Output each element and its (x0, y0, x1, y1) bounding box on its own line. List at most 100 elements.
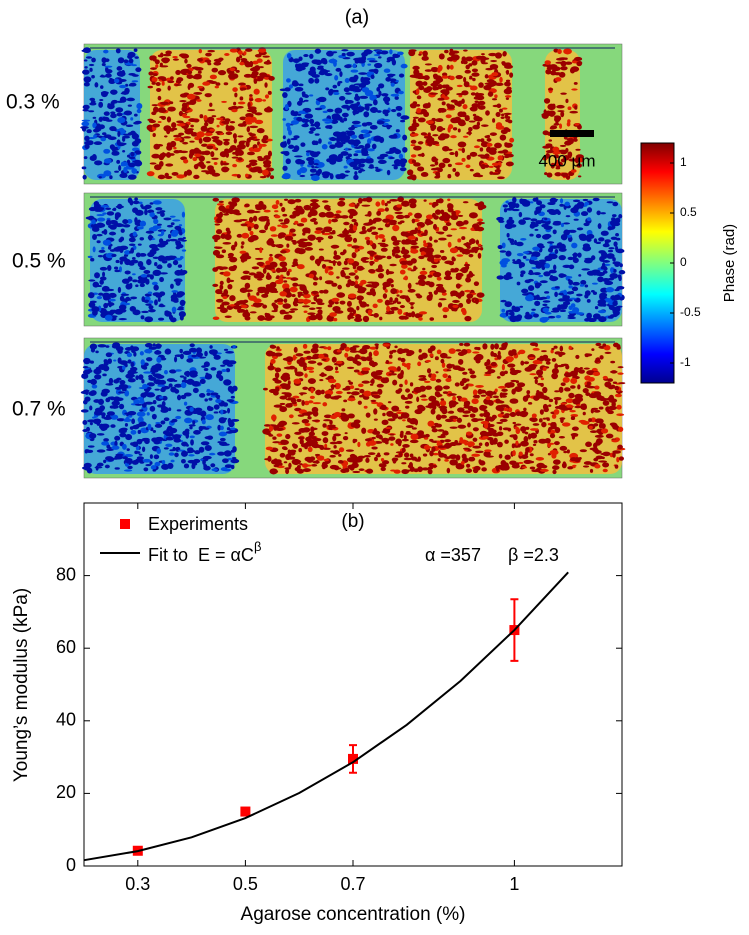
phase-speckle (309, 127, 316, 132)
phase-speckle (396, 204, 403, 208)
phase-speckle (294, 86, 304, 92)
phase-speckle (381, 199, 385, 206)
phase-speckle (216, 217, 223, 224)
phase-speckle (522, 251, 530, 254)
phase-speckle (542, 145, 551, 149)
phase-speckle (552, 459, 561, 465)
phase-speckle (239, 250, 247, 254)
phase-speckle (552, 465, 560, 470)
phase-speckle (263, 387, 268, 391)
phase-speckle (614, 262, 620, 267)
phase-speckle (202, 459, 206, 466)
phase-speckle (246, 127, 250, 132)
phase-speckle (105, 207, 112, 210)
phase-speckle (303, 364, 308, 372)
phase-speckle (556, 104, 565, 109)
phase-speckle (472, 77, 476, 82)
phase-speckle (467, 383, 474, 387)
phase-speckle (286, 456, 296, 460)
phase-speckle (494, 343, 499, 350)
phase-speckle (123, 469, 133, 472)
phase-speckle (82, 69, 90, 75)
phase-speckle (446, 369, 452, 372)
phase-speckle (240, 245, 244, 249)
phase-speckle (157, 54, 163, 58)
phase-speckle (433, 75, 442, 80)
phase-speckle (385, 76, 392, 82)
phase-speckle (150, 67, 157, 70)
phase-speckle (465, 164, 471, 169)
phase-speckle (329, 144, 336, 150)
phase-speckle (229, 67, 236, 72)
phase-speckle (417, 226, 421, 231)
phase-speckle (462, 60, 468, 65)
phase-speckle (547, 201, 556, 206)
phase-speckle (214, 85, 220, 89)
phase-speckle (163, 417, 170, 422)
phase-speckle (82, 369, 91, 375)
phase-speckle (206, 390, 215, 393)
phase-speckle (450, 270, 459, 273)
phase-speckle (166, 144, 173, 151)
phase-speckle (596, 271, 605, 277)
phase-speckle (368, 60, 378, 63)
phase-speckle (346, 356, 355, 362)
phase-speckle (560, 92, 567, 95)
phase-speckle (254, 257, 264, 260)
phase-speckle (143, 269, 151, 274)
phase-speckle (166, 129, 171, 135)
phase-speckle (206, 406, 214, 412)
phase-speckle (553, 72, 562, 76)
phase-speckle (447, 411, 452, 414)
phase-speckle (540, 377, 544, 381)
phase-speckle (220, 292, 227, 295)
phase-speckle (410, 139, 417, 144)
phase-speckle (483, 411, 491, 418)
phase-speckle (406, 297, 411, 303)
phase-speckle (417, 229, 421, 234)
phase-speckle (187, 82, 195, 88)
phase-speckle (492, 354, 498, 357)
phase-speckle (284, 392, 292, 398)
phase-speckle (431, 425, 436, 429)
phase-speckle (457, 119, 466, 126)
phase-speckle (569, 67, 576, 74)
phase-speckle (410, 241, 418, 246)
phase-speckle (424, 69, 433, 72)
phase-speckle (318, 71, 326, 76)
phase-speckle (294, 220, 299, 225)
phase-speckle (520, 360, 525, 366)
phase-speckle (608, 247, 615, 250)
phase-speckle (120, 293, 130, 296)
phase-speckle (247, 277, 251, 281)
phase-speckle (157, 120, 162, 124)
phase-speckle (387, 73, 394, 78)
phase-speckle (304, 373, 308, 378)
phase-speckle (136, 411, 146, 417)
phase-speckle (238, 82, 246, 86)
phase-speckle (83, 59, 88, 62)
phase-speckle (542, 300, 551, 303)
phase-speckle (560, 158, 567, 163)
phase-speckle (302, 227, 311, 234)
phase-speckle (562, 294, 568, 300)
phase-speckle (555, 314, 562, 319)
phase-speckle (111, 150, 120, 156)
phase-speckle (106, 411, 115, 416)
phase-speckle (309, 66, 316, 73)
phase-speckle (247, 226, 252, 232)
phase-speckle (162, 53, 172, 57)
phase-speckle (422, 453, 428, 457)
phase-speckle (276, 275, 280, 279)
phase-speckle (534, 228, 539, 231)
phase-speckle (394, 211, 403, 215)
phase-speckle (133, 399, 141, 405)
phase-speckle (117, 286, 122, 294)
phase-speckle (105, 383, 114, 386)
phase-speckle (437, 167, 443, 173)
phase-speckle (471, 407, 479, 413)
phase-speckle (344, 235, 353, 243)
phase-speckle (347, 293, 357, 299)
phase-speckle (302, 299, 312, 304)
phase-speckle (375, 234, 379, 240)
